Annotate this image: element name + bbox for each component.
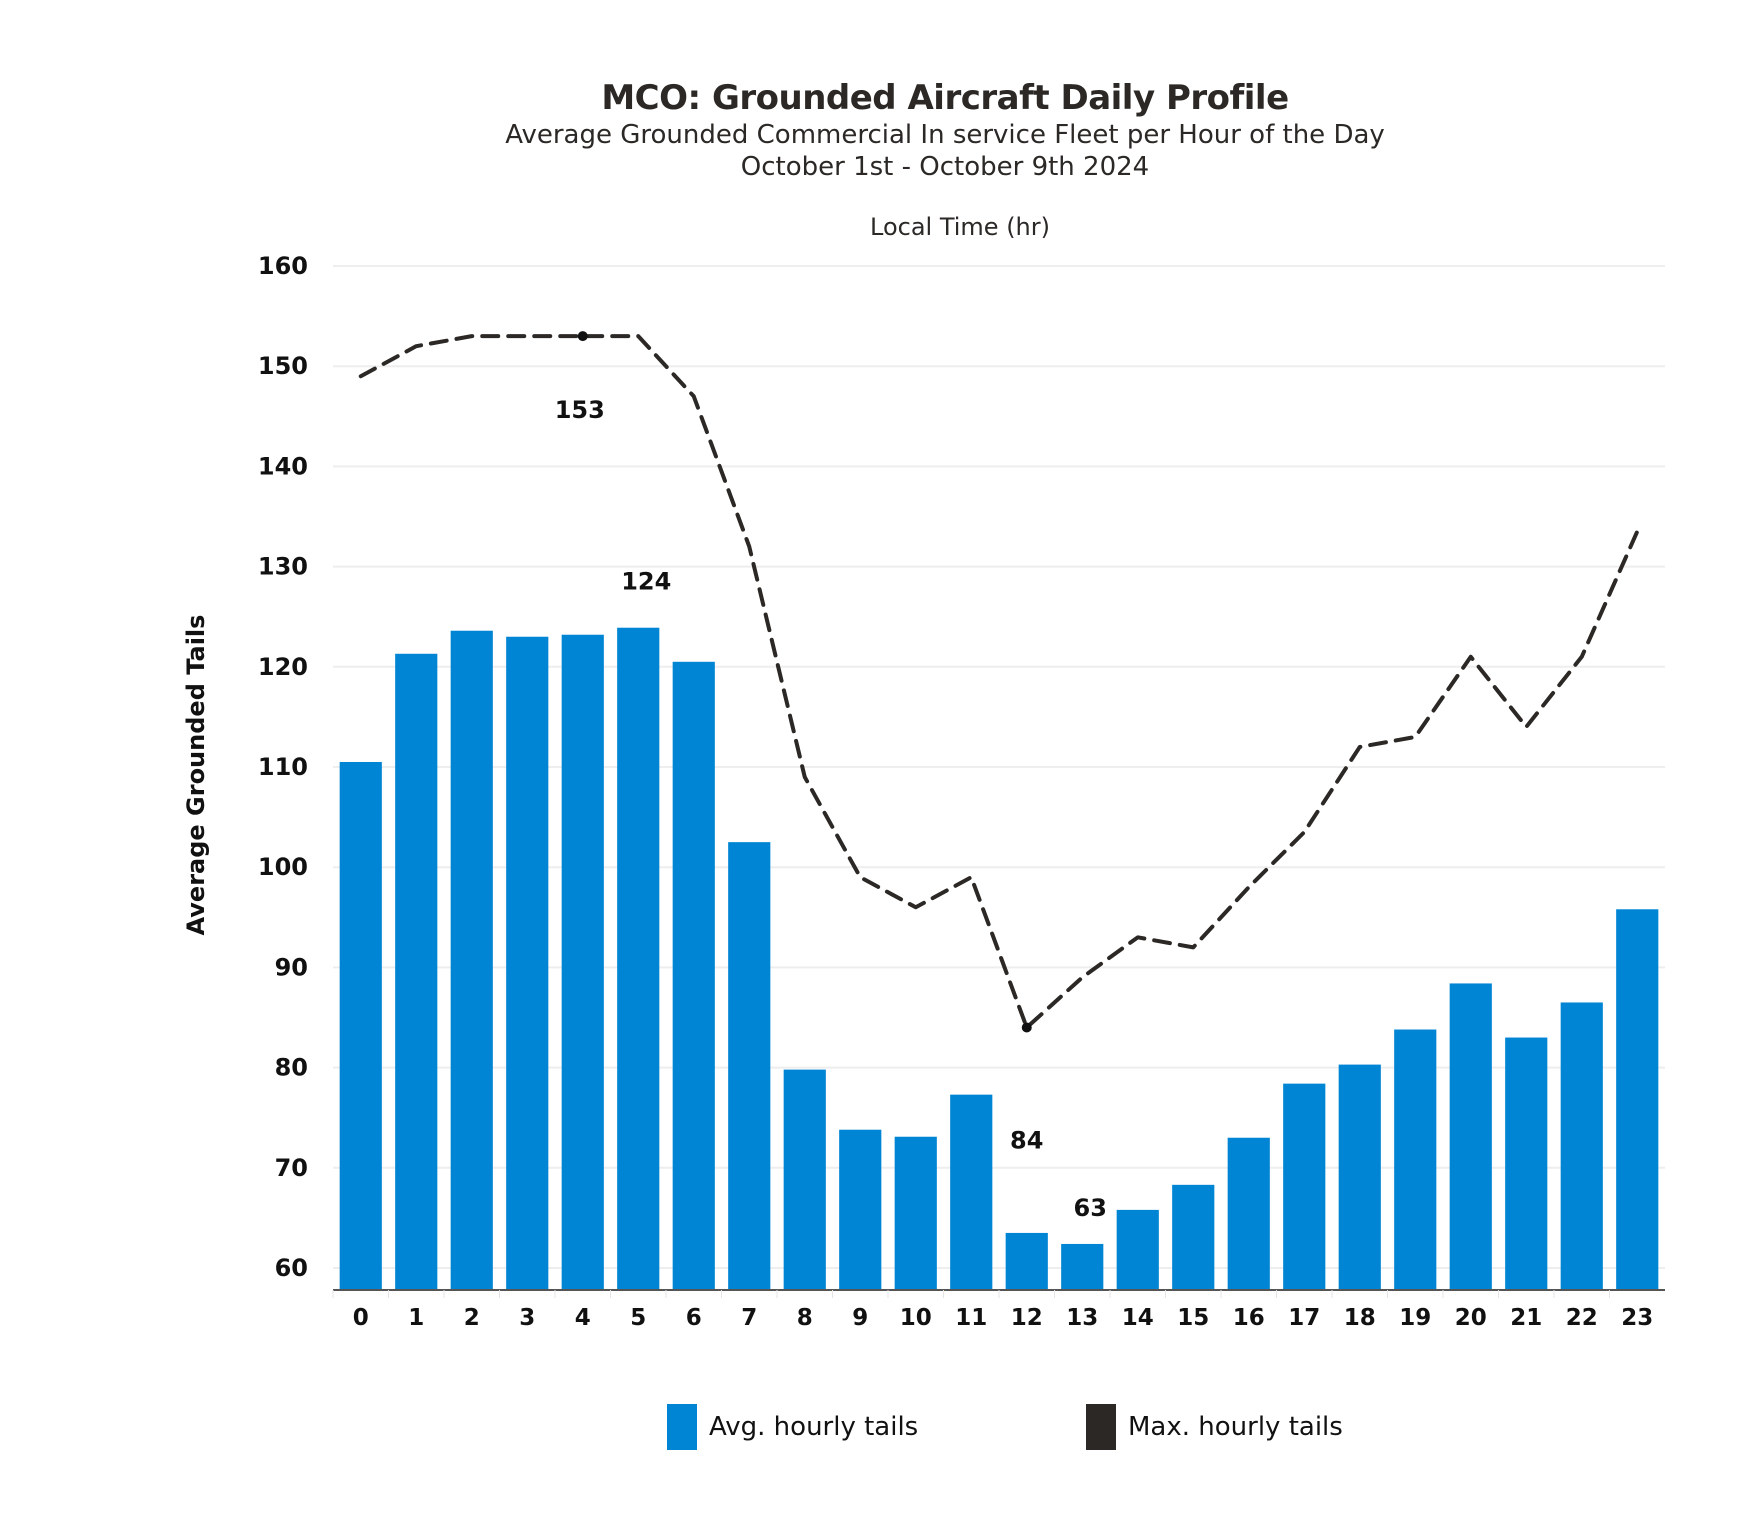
bar-hour-14[interactable] [1116, 1209, 1159, 1291]
line-series [358, 334, 1640, 1030]
legend-item-max[interactable]: Max. hourly tails [1086, 1404, 1343, 1450]
gridlines [333, 265, 1665, 1269]
legend: Avg. hourly tails Max. hourly tails [0, 1404, 1750, 1450]
y-tick-label: 100 [258, 853, 308, 881]
bar-hour-1[interactable] [395, 653, 438, 1291]
bar-series [339, 627, 1659, 1291]
x-tick-label: 14 [1122, 1305, 1154, 1331]
x-tick-label: 21 [1510, 1305, 1542, 1331]
bar-hour-2[interactable] [450, 630, 493, 1291]
data-label: 124 [621, 568, 671, 596]
max-hourly-line[interactable] [358, 334, 1640, 1030]
y-tick-label: 160 [258, 252, 308, 280]
y-tick-label: 80 [275, 1054, 308, 1082]
x-tick-label: 8 [797, 1305, 813, 1331]
bar-hour-0[interactable] [339, 761, 382, 1291]
bar-hour-23[interactable] [1616, 909, 1659, 1291]
legend-label-max: Max. hourly tails [1128, 1412, 1343, 1442]
x-tick-label: 0 [353, 1305, 369, 1331]
y-tick-label: 70 [275, 1154, 308, 1182]
y-axis-ticks: 60 70 80 90 100 110 120 130 140 150 160 [258, 252, 308, 1282]
bar-hour-17[interactable] [1283, 1083, 1326, 1291]
x-tick-label: 9 [852, 1305, 868, 1331]
annotation-marker [1021, 1022, 1032, 1033]
y-tick-label: 120 [258, 653, 308, 681]
bar-hour-20[interactable] [1449, 983, 1492, 1291]
x-tick-label: 15 [1177, 1305, 1209, 1331]
x-tick-label: 13 [1066, 1305, 1098, 1331]
chart-subtitle: Average Grounded Commercial In service F… [505, 120, 1385, 150]
x-tick-label: 3 [519, 1305, 535, 1331]
chart-date-range: October 1st - October 9th 2024 [740, 152, 1150, 182]
bar-hour-3[interactable] [506, 636, 549, 1291]
bar-hour-19[interactable] [1394, 1029, 1437, 1291]
x-tick-label: 16 [1233, 1305, 1265, 1331]
bar-hour-7[interactable] [728, 842, 771, 1291]
y-tick-label: 140 [258, 452, 308, 480]
legend-item-avg[interactable]: Avg. hourly tails [667, 1404, 918, 1450]
x-tick-label: 17 [1288, 1305, 1320, 1331]
bar-hour-4[interactable] [561, 634, 604, 1291]
y-tick-label: 110 [258, 753, 308, 781]
x-tick-label: 1 [408, 1305, 424, 1331]
y-tick-label: 60 [275, 1254, 308, 1282]
bar-hour-16[interactable] [1227, 1137, 1270, 1291]
x-tick-label: 20 [1455, 1305, 1487, 1331]
bar-hour-13[interactable] [1061, 1243, 1104, 1291]
x-tick-label: 12 [1011, 1305, 1043, 1331]
y-tick-label: 130 [258, 553, 308, 581]
bar-hour-10[interactable] [894, 1136, 937, 1291]
x-tick-label: 7 [741, 1305, 757, 1331]
x-tick-label: 4 [575, 1305, 591, 1331]
data-label: 63 [1074, 1194, 1107, 1222]
x-tick-label: 5 [630, 1305, 646, 1331]
x-tick-label: 11 [955, 1305, 987, 1331]
legend-label-avg: Avg. hourly tails [709, 1412, 919, 1442]
bar-hour-9[interactable] [839, 1129, 882, 1291]
x-tick-label: 22 [1566, 1305, 1598, 1331]
bar-hour-6[interactable] [672, 661, 715, 1291]
bar-hour-21[interactable] [1505, 1037, 1548, 1291]
y-tick-label: 90 [275, 953, 308, 981]
x-tick-label: 6 [686, 1305, 702, 1331]
annotations: 153 124 84 63 [555, 331, 1107, 1222]
chart-title: MCO: Grounded Aircraft Daily Profile [601, 78, 1289, 118]
bar-hour-11[interactable] [950, 1094, 993, 1291]
x-tick-label: 19 [1399, 1305, 1431, 1331]
bar-hour-18[interactable] [1338, 1064, 1381, 1291]
x-axis-ticks: 0 1 2 3 4 5 6 7 8 9 10 11 12 13 14 15 16 17 18 19 20 21 22 23 [332, 1290, 1653, 1331]
annotation-marker [577, 331, 588, 342]
x-tick-label: 10 [900, 1305, 932, 1331]
bar-hour-22[interactable] [1560, 1002, 1603, 1291]
bar-hour-15[interactable] [1172, 1184, 1215, 1291]
data-label: 153 [555, 396, 605, 424]
x-tick-label: 18 [1344, 1305, 1376, 1331]
data-label: 84 [1010, 1127, 1043, 1155]
legend-swatch-avg [667, 1404, 697, 1450]
bar-hour-12[interactable] [1005, 1232, 1048, 1291]
bar-hour-5[interactable] [617, 627, 660, 1291]
x-tick-label: 2 [464, 1305, 480, 1331]
y-tick-label: 150 [258, 352, 308, 380]
x-axis-title: Local Time (hr) [870, 213, 1050, 241]
bar-hour-8[interactable] [783, 1069, 826, 1291]
legend-swatch-max [1086, 1404, 1116, 1450]
x-tick-label: 23 [1621, 1305, 1653, 1331]
